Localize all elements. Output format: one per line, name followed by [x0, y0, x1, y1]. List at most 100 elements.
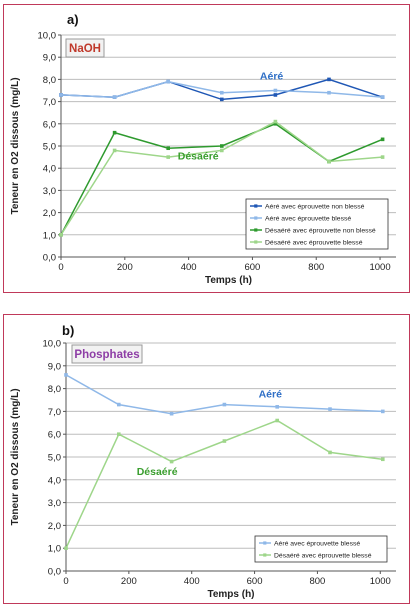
data-point [328, 407, 332, 411]
series-line [65, 374, 383, 415]
series-annotation: Désaéré [178, 150, 219, 162]
series-annotation: Désaéré [137, 466, 178, 478]
series-line [60, 80, 383, 98]
data-point [381, 457, 385, 462]
x-tick-label: 1000 [370, 576, 391, 587]
data-point [117, 432, 121, 436]
y-tick-label: 2,0 [43, 208, 56, 219]
chart-naoh: 0,0 1,0 2,0 3,0 4,0 5,0 6,0 7,0 8,0 9,0 10,0 0 200 40… [10, 12, 396, 286]
y-tick-label: 4,0 [43, 164, 56, 175]
y-tick-label: 7,0 [43, 97, 56, 108]
data-point [117, 402, 121, 407]
y-tick-label: 9,0 [43, 53, 56, 64]
x-tick-label: 0 [63, 576, 68, 587]
data-point [380, 137, 385, 142]
data-point [166, 146, 170, 151]
x-tick-label: 0 [58, 262, 63, 273]
legend-marker [263, 553, 267, 557]
chart-phosphates: 0,0 1,0 2,0 3,0 4,0 5,0 6,0 7,0 8,0 9,0 10,0 0 200 40… [10, 323, 396, 600]
y-tick-label: 10,0 [43, 339, 62, 350]
data-point [59, 233, 63, 237]
x-axis-label: Temps (h) [205, 275, 252, 286]
data-point [275, 418, 279, 423]
data-point [327, 90, 331, 95]
y-tick-label: 5,0 [43, 142, 56, 153]
y-tick-label: 4,0 [48, 475, 61, 486]
x-tick-label: 200 [117, 262, 133, 273]
x-tick-label: 800 [308, 262, 324, 273]
x-tick-label: 1000 [369, 262, 390, 273]
data-point [112, 95, 117, 99]
y-tick-label: 6,0 [48, 430, 61, 441]
chart-panel-naoh: 0,0 1,0 2,0 3,0 4,0 5,0 6,0 7,0 8,0 9,0 10,0 0 200 40… [3, 4, 410, 293]
chart-panel-phosphates: 0,0 1,0 2,0 3,0 4,0 5,0 6,0 7,0 8,0 9,0 10,0 0 200 40… [3, 314, 410, 604]
data-point [166, 155, 170, 159]
data-point [169, 459, 174, 464]
y-axis-label: Teneur en O2 dissous (mg/L) [10, 77, 21, 214]
legend-box [254, 535, 388, 563]
legend-label: Aéré avec éprouvette blessé [265, 216, 351, 223]
x-tick-label: 400 [181, 262, 197, 273]
y-tick-label: 0,0 [48, 567, 61, 578]
data-point [275, 405, 279, 409]
data-point [169, 411, 174, 416]
data-point [273, 119, 278, 124]
data-point [64, 546, 68, 550]
chart-label: NaOH [69, 43, 101, 55]
y-tick-label: 3,0 [43, 186, 56, 197]
y-tick-label: 5,0 [48, 453, 61, 464]
data-point [273, 93, 278, 97]
data-point [166, 79, 170, 84]
data-point [112, 130, 117, 135]
x-tick-label: 600 [247, 576, 263, 587]
legend-marker [254, 216, 258, 220]
x-axis-label: Temps (h) [207, 589, 254, 600]
data-point [273, 122, 278, 126]
y-tick-label: 7,0 [48, 407, 61, 418]
data-point [327, 159, 331, 164]
legend-label: Aéré avec éprouvette blessé [274, 541, 360, 548]
legend-label: Aéré avec éprouvette non blessé [265, 204, 365, 211]
chart-label: Phosphates [74, 349, 139, 361]
series-annotation: Aéré [260, 70, 284, 82]
x-tick-label: 600 [244, 262, 260, 273]
data-point [327, 77, 331, 82]
panel-label: a) [67, 12, 79, 27]
data-point [64, 373, 68, 377]
y-tick-label: 10,0 [38, 31, 57, 42]
x-tick-label: 400 [184, 576, 200, 587]
y-tick-label: 0,0 [43, 253, 56, 264]
y-tick-label: 1,0 [43, 230, 56, 241]
series-annotation: Aéré [259, 389, 283, 401]
data-point [220, 148, 224, 153]
data-point [220, 90, 224, 95]
y-axis-label: Teneur en O2 dissous (mg/L) [10, 388, 21, 525]
data-point [222, 402, 227, 407]
data-point [381, 409, 385, 414]
data-point [380, 155, 385, 159]
data-point [220, 97, 224, 102]
x-tick-label: 800 [309, 576, 325, 587]
legend-label: Désaéré avec éprouvette blessé [274, 553, 372, 560]
data-point [112, 148, 117, 153]
legend-marker [254, 204, 258, 208]
y-tick-label: 8,0 [48, 384, 61, 395]
x-tick-label: 200 [121, 576, 137, 587]
legend-marker [254, 228, 258, 232]
data-point [222, 439, 227, 443]
legend-marker [254, 240, 258, 244]
panel-label: b) [62, 323, 74, 338]
chart-label-box [65, 38, 105, 58]
y-tick-label: 2,0 [48, 521, 61, 532]
data-point [220, 144, 224, 148]
legend-box [245, 198, 389, 250]
data-point [328, 450, 332, 455]
y-tick-label: 1,0 [48, 544, 61, 555]
data-point [380, 95, 385, 99]
y-tick-label: 3,0 [48, 498, 61, 509]
y-tick-label: 9,0 [48, 361, 61, 372]
legend-label: Désaéré avec éprouvette non blessé [265, 228, 376, 235]
legend-marker [263, 541, 267, 545]
y-tick-label: 6,0 [43, 119, 56, 130]
data-point [273, 88, 278, 93]
